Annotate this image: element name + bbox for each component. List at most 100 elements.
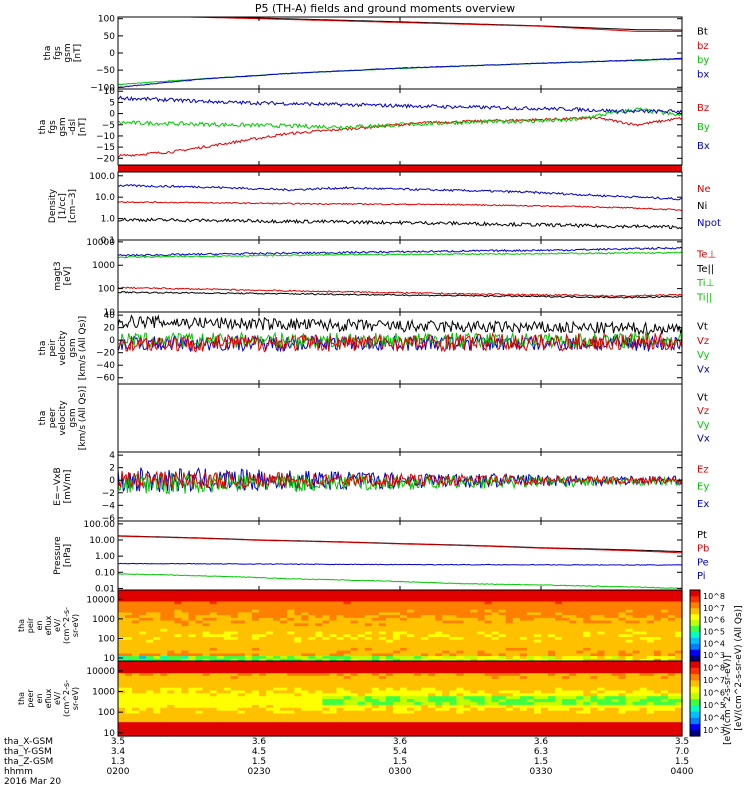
spectrogram-cell	[400, 606, 408, 610]
spectrogram-cell	[336, 622, 345, 627]
spectrogram-cell	[449, 698, 457, 702]
spectrogram-cell	[350, 595, 359, 599]
spectrogram-cell	[160, 681, 168, 685]
spectrogram-cell	[541, 698, 549, 702]
spectrogram-cell	[153, 721, 161, 726]
spectrogram-cell	[618, 590, 627, 594]
spectrogram-cell	[160, 617, 168, 621]
spectrogram-cell	[505, 661, 514, 665]
spectrogram-cell	[449, 644, 457, 648]
spectrogram-cell	[498, 647, 507, 651]
spectrogram-cell	[153, 675, 161, 679]
spectrogram-cell	[456, 681, 464, 685]
spectrogram-cell	[491, 609, 500, 613]
spectrogram-cell	[273, 620, 281, 624]
spectrogram-cell	[364, 669, 373, 674]
spectrogram-cell	[491, 658, 500, 662]
spectrogram-cell	[618, 606, 627, 610]
spectrogram-cell	[357, 590, 366, 594]
spectrogram-cell	[611, 595, 620, 599]
spectrogram-cell	[294, 631, 302, 635]
spectrogram-cell	[675, 687, 683, 691]
spectrogram-cell	[392, 678, 401, 682]
spectrogram-cell	[125, 689, 133, 694]
spectrogram-cell	[526, 681, 535, 685]
spectrogram-cell	[301, 658, 309, 662]
spectrogram-cell	[526, 655, 535, 659]
spectrogram-cell	[484, 727, 493, 731]
spectrogram-cell	[428, 595, 436, 599]
spectrogram-cell	[244, 684, 253, 688]
spectrogram-cell	[526, 644, 535, 648]
spectrogram-cell	[153, 652, 161, 657]
spectrogram-cell	[230, 603, 239, 607]
spectrogram-cell	[230, 712, 239, 717]
spectrogram-cell	[146, 617, 154, 621]
spectrogram-cell	[534, 678, 542, 682]
spectrogram-cell	[174, 620, 182, 624]
spectrogram-cell	[562, 678, 570, 682]
spectrogram-cell	[266, 598, 274, 602]
spectrogram-cell	[491, 666, 500, 671]
spectrogram-cell	[329, 639, 338, 643]
spectrogram-cell	[343, 609, 352, 613]
spectrogram-cell	[484, 636, 493, 640]
spectrogram-cell	[660, 603, 669, 607]
spectrogram-cell	[251, 707, 260, 711]
spectrogram-cell	[392, 647, 401, 651]
spectrogram-cell	[400, 631, 408, 635]
spectrogram-cell	[646, 650, 655, 654]
spectrogram-cell	[266, 727, 274, 731]
spectrogram-cell	[576, 655, 584, 659]
spectrogram-cell	[216, 733, 225, 737]
spectrogram-cell	[223, 595, 232, 599]
spectrogram-cell	[569, 681, 577, 685]
row-label: tha_Y-GSM	[4, 747, 52, 757]
spectrogram-cell	[385, 663, 394, 668]
spectrogram-cell	[146, 684, 154, 688]
spectrogram-cell	[308, 620, 316, 624]
spectrogram-cell	[315, 644, 323, 648]
spectrogram-cell	[463, 641, 472, 646]
spectrogram-cell	[287, 658, 295, 662]
spectrogram-cell	[301, 611, 309, 616]
spectrogram-cell	[125, 600, 133, 605]
spectrogram-cell	[498, 681, 507, 685]
spectrogram-cell	[385, 658, 394, 662]
spectrogram-cell	[308, 650, 316, 654]
spectrogram-cell	[202, 598, 211, 602]
spectrogram-cell	[174, 639, 182, 643]
spectrogram-cell	[456, 622, 464, 627]
spectrogram-cell	[618, 712, 627, 717]
spectrogram-cell	[590, 692, 598, 697]
spectrogram-cell	[287, 712, 295, 717]
y-axis-label-line: fgs	[53, 46, 63, 60]
spectrogram-cell	[484, 715, 493, 720]
spectrogram-cell	[562, 710, 570, 714]
spectrogram-cell	[357, 684, 366, 688]
spectrogram-cell	[216, 681, 225, 685]
spectrogram-cell	[435, 639, 443, 643]
spectrogram-cell	[625, 633, 634, 637]
spectrogram-cell	[646, 681, 655, 685]
spectrogram-cell	[259, 712, 267, 717]
spectrogram-cell	[294, 666, 302, 671]
spectrogram-cell	[343, 592, 352, 596]
spectrogram-cell	[350, 661, 359, 665]
spectrogram-cell	[385, 701, 394, 705]
spectrogram-cell	[251, 606, 260, 610]
spectrogram-cell	[336, 712, 345, 717]
spectrogram-cell	[343, 712, 352, 717]
spectrogram-cell	[167, 636, 175, 640]
spectrogram-cell	[484, 669, 493, 674]
spectrogram-cell	[428, 678, 436, 682]
spectrogram-cell	[195, 598, 204, 602]
legend-pi: Pi	[697, 571, 706, 582]
spectrogram-cell	[456, 707, 464, 711]
spectrogram-cell	[132, 666, 140, 671]
spectrogram-cell	[660, 611, 669, 616]
spectrogram-cell	[477, 614, 486, 618]
spectrogram-cell	[364, 710, 373, 714]
spectrogram-cell	[653, 672, 662, 676]
spectrogram-cell	[519, 710, 528, 714]
